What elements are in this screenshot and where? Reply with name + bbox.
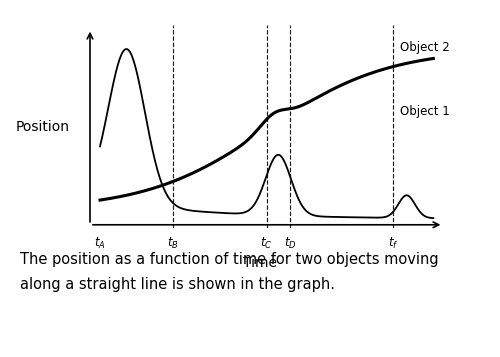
Text: Time: Time xyxy=(243,256,277,270)
Text: $t_C$: $t_C$ xyxy=(260,236,273,251)
Text: $t_D$: $t_D$ xyxy=(284,236,296,251)
Text: Object 2: Object 2 xyxy=(400,41,450,54)
Text: along a straight line is shown in the graph.: along a straight line is shown in the gr… xyxy=(20,277,335,292)
Text: $t_A$: $t_A$ xyxy=(94,236,106,251)
Text: $t_B$: $t_B$ xyxy=(168,236,179,251)
Text: Position: Position xyxy=(16,120,70,134)
Text: The position as a function of time for two objects moving: The position as a function of time for t… xyxy=(20,252,438,267)
Text: $t_f$: $t_f$ xyxy=(388,236,398,251)
Text: Object 1: Object 1 xyxy=(400,105,450,119)
